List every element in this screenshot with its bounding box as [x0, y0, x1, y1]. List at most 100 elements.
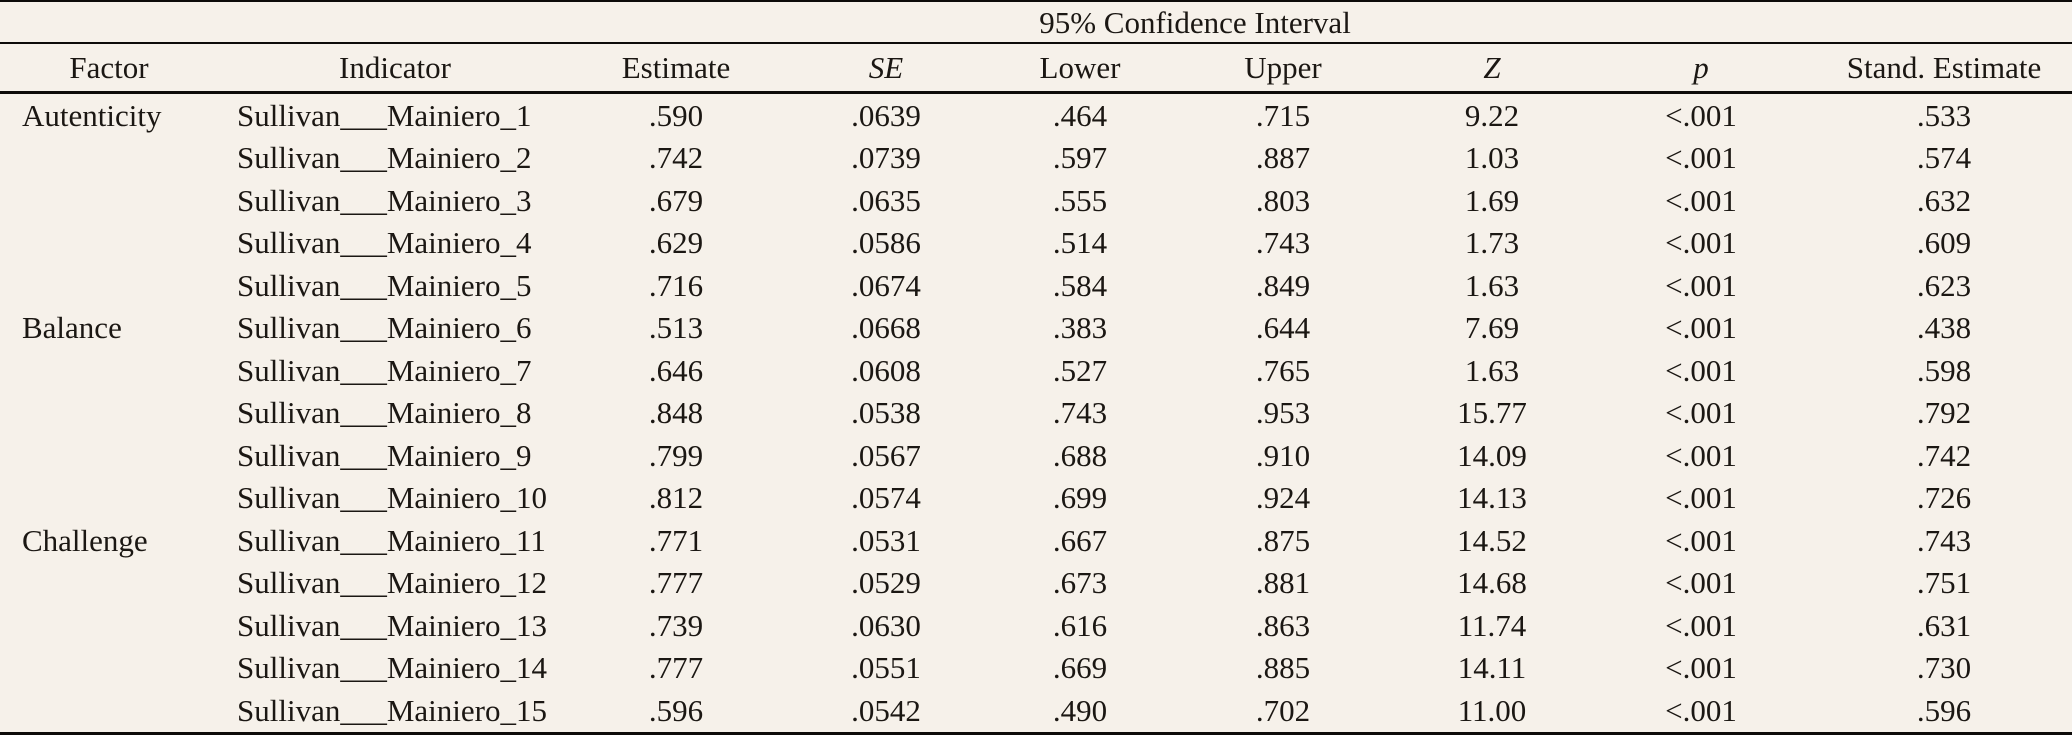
cell-se: .0574 — [851, 480, 921, 516]
column-header-lower: Lower — [992, 43, 1168, 94]
column-header-p: p — [1586, 43, 1817, 94]
cell-z: 11.74 — [1457, 607, 1527, 643]
cell-std_estimate: .438 — [1916, 310, 1972, 346]
cell-lower: .673 — [1052, 565, 1108, 601]
cell-se: .0586 — [851, 225, 921, 261]
cell-p: <.001 — [1665, 352, 1737, 388]
table-row: Sullivan___Mainiero_2 .742 .0739 .597 .887 1.… — [0, 137, 2072, 180]
column-header-std_estimate: Stand. Estimate — [1816, 43, 2072, 94]
cell-indicator: Sullivan___Mainiero_3 — [237, 182, 532, 218]
cell-lower: .597 — [1052, 140, 1108, 176]
cell-p: <.001 — [1665, 437, 1737, 473]
cell-se: .0551 — [851, 650, 921, 686]
cell-se: .0635 — [851, 182, 921, 218]
cell-lower: .743 — [1052, 395, 1108, 431]
cell-lower: .616 — [1052, 607, 1108, 643]
cell-upper: .849 — [1255, 267, 1311, 303]
cell-lower: .464 — [1052, 97, 1108, 133]
cell-estimate: .513 — [648, 310, 704, 346]
table-row: Sullivan___Mainiero_14 .777 .0551 .669 .885 1… — [0, 647, 2072, 690]
cell-indicator: Sullivan___Mainiero_9 — [237, 437, 532, 473]
cell-se: .0674 — [851, 267, 921, 303]
cell-factor — [0, 137, 218, 180]
cell-factor — [0, 392, 218, 435]
cell-upper: .863 — [1255, 607, 1311, 643]
cell-se: .0538 — [851, 395, 921, 431]
cell-indicator: Sullivan___Mainiero_2 — [237, 140, 532, 176]
cell-factor — [0, 477, 218, 520]
cell-upper: .715 — [1255, 97, 1311, 133]
cell-estimate: .771 — [648, 522, 704, 558]
cell-estimate: .742 — [648, 140, 704, 176]
cell-indicator: Sullivan___Mainiero_4 — [237, 225, 532, 261]
cell-std_estimate: .792 — [1916, 395, 1972, 431]
cell-se: .0630 — [851, 607, 921, 643]
cell-factor: Balance — [22, 310, 122, 346]
table-row: Sullivan___Mainiero_9 .799 .0567 .688 .910 14… — [0, 434, 2072, 477]
cell-lower: .667 — [1052, 522, 1108, 558]
column-header-factor: Factor — [0, 43, 218, 94]
cell-indicator: Sullivan___Mainiero_10 — [237, 480, 547, 516]
cell-z: 14.68 — [1457, 565, 1527, 601]
cell-z: 9.22 — [1464, 97, 1520, 133]
cell-z: 1.73 — [1464, 225, 1520, 261]
cell-indicator: Sullivan___Mainiero_6 — [237, 310, 532, 346]
table-row: Sullivan___Mainiero_12 .777 .0529 .673 .881 1… — [0, 562, 2072, 605]
cell-p: <.001 — [1665, 225, 1737, 261]
cell-lower: .527 — [1052, 352, 1108, 388]
cell-estimate: .716 — [648, 267, 704, 303]
cell-lower: .514 — [1052, 225, 1108, 261]
cell-se: .0529 — [851, 565, 921, 601]
cell-se: .0567 — [851, 437, 921, 473]
table-body: Autenticity Sullivan___Mainiero_1 .590 .063… — [0, 93, 2072, 734]
cell-indicator: Sullivan___Mainiero_5 — [237, 267, 532, 303]
cell-z: 14.11 — [1457, 650, 1527, 686]
cell-p: <.001 — [1665, 97, 1737, 133]
column-header-z: Z — [1398, 43, 1587, 94]
cell-std_estimate: .751 — [1916, 565, 1972, 601]
cell-std_estimate: .574 — [1916, 140, 1972, 176]
cell-se: .0739 — [851, 140, 921, 176]
cell-estimate: .739 — [648, 607, 704, 643]
cell-factor: Autenticity — [22, 97, 162, 133]
cell-factor — [0, 434, 218, 477]
cell-z: 14.09 — [1457, 437, 1527, 473]
cell-std_estimate: .596 — [1916, 692, 1972, 728]
cell-std_estimate: .609 — [1916, 225, 1972, 261]
span-header-spacer-left — [0, 1, 992, 44]
cell-estimate: .679 — [648, 182, 704, 218]
table-row: Sullivan___Mainiero_3 .679 .0635 .555 .803 1.… — [0, 179, 2072, 222]
cell-upper: .953 — [1255, 395, 1311, 431]
cell-upper: .743 — [1255, 225, 1311, 261]
cell-lower: .555 — [1052, 182, 1108, 218]
table-row: Sullivan___Mainiero_4 .629 .0586 .514 .743 1.… — [0, 222, 2072, 265]
cell-se: .0608 — [851, 352, 921, 388]
cell-factor — [0, 264, 218, 307]
cell-estimate: .799 — [648, 437, 704, 473]
cell-std_estimate: .533 — [1916, 97, 1972, 133]
cell-p: <.001 — [1665, 480, 1737, 516]
cell-upper: .803 — [1255, 182, 1311, 218]
cell-lower: .688 — [1052, 437, 1108, 473]
cell-upper: .887 — [1255, 140, 1311, 176]
column-header-se: SE — [780, 43, 992, 94]
cell-factor — [0, 222, 218, 265]
cell-std_estimate: .730 — [1916, 650, 1972, 686]
cell-factor — [0, 647, 218, 690]
cell-upper: .924 — [1255, 480, 1311, 516]
cell-upper: .702 — [1255, 692, 1311, 728]
cell-z: 1.69 — [1464, 182, 1520, 218]
cell-estimate: .590 — [648, 97, 704, 133]
cell-indicator: Sullivan___Mainiero_15 — [237, 692, 547, 728]
cell-std_estimate: .743 — [1916, 522, 1972, 558]
cell-std_estimate: .623 — [1916, 267, 1972, 303]
cell-factor — [0, 689, 218, 734]
cell-indicator: Sullivan___Mainiero_1 — [237, 97, 532, 133]
cell-z: 14.13 — [1457, 480, 1527, 516]
cell-lower: .699 — [1052, 480, 1108, 516]
cell-se: .0531 — [851, 522, 921, 558]
table-row: Sullivan___Mainiero_5 .716 .0674 .584 .849 1.… — [0, 264, 2072, 307]
cell-upper: .881 — [1255, 565, 1311, 601]
cell-std_estimate: .598 — [1916, 352, 1972, 388]
